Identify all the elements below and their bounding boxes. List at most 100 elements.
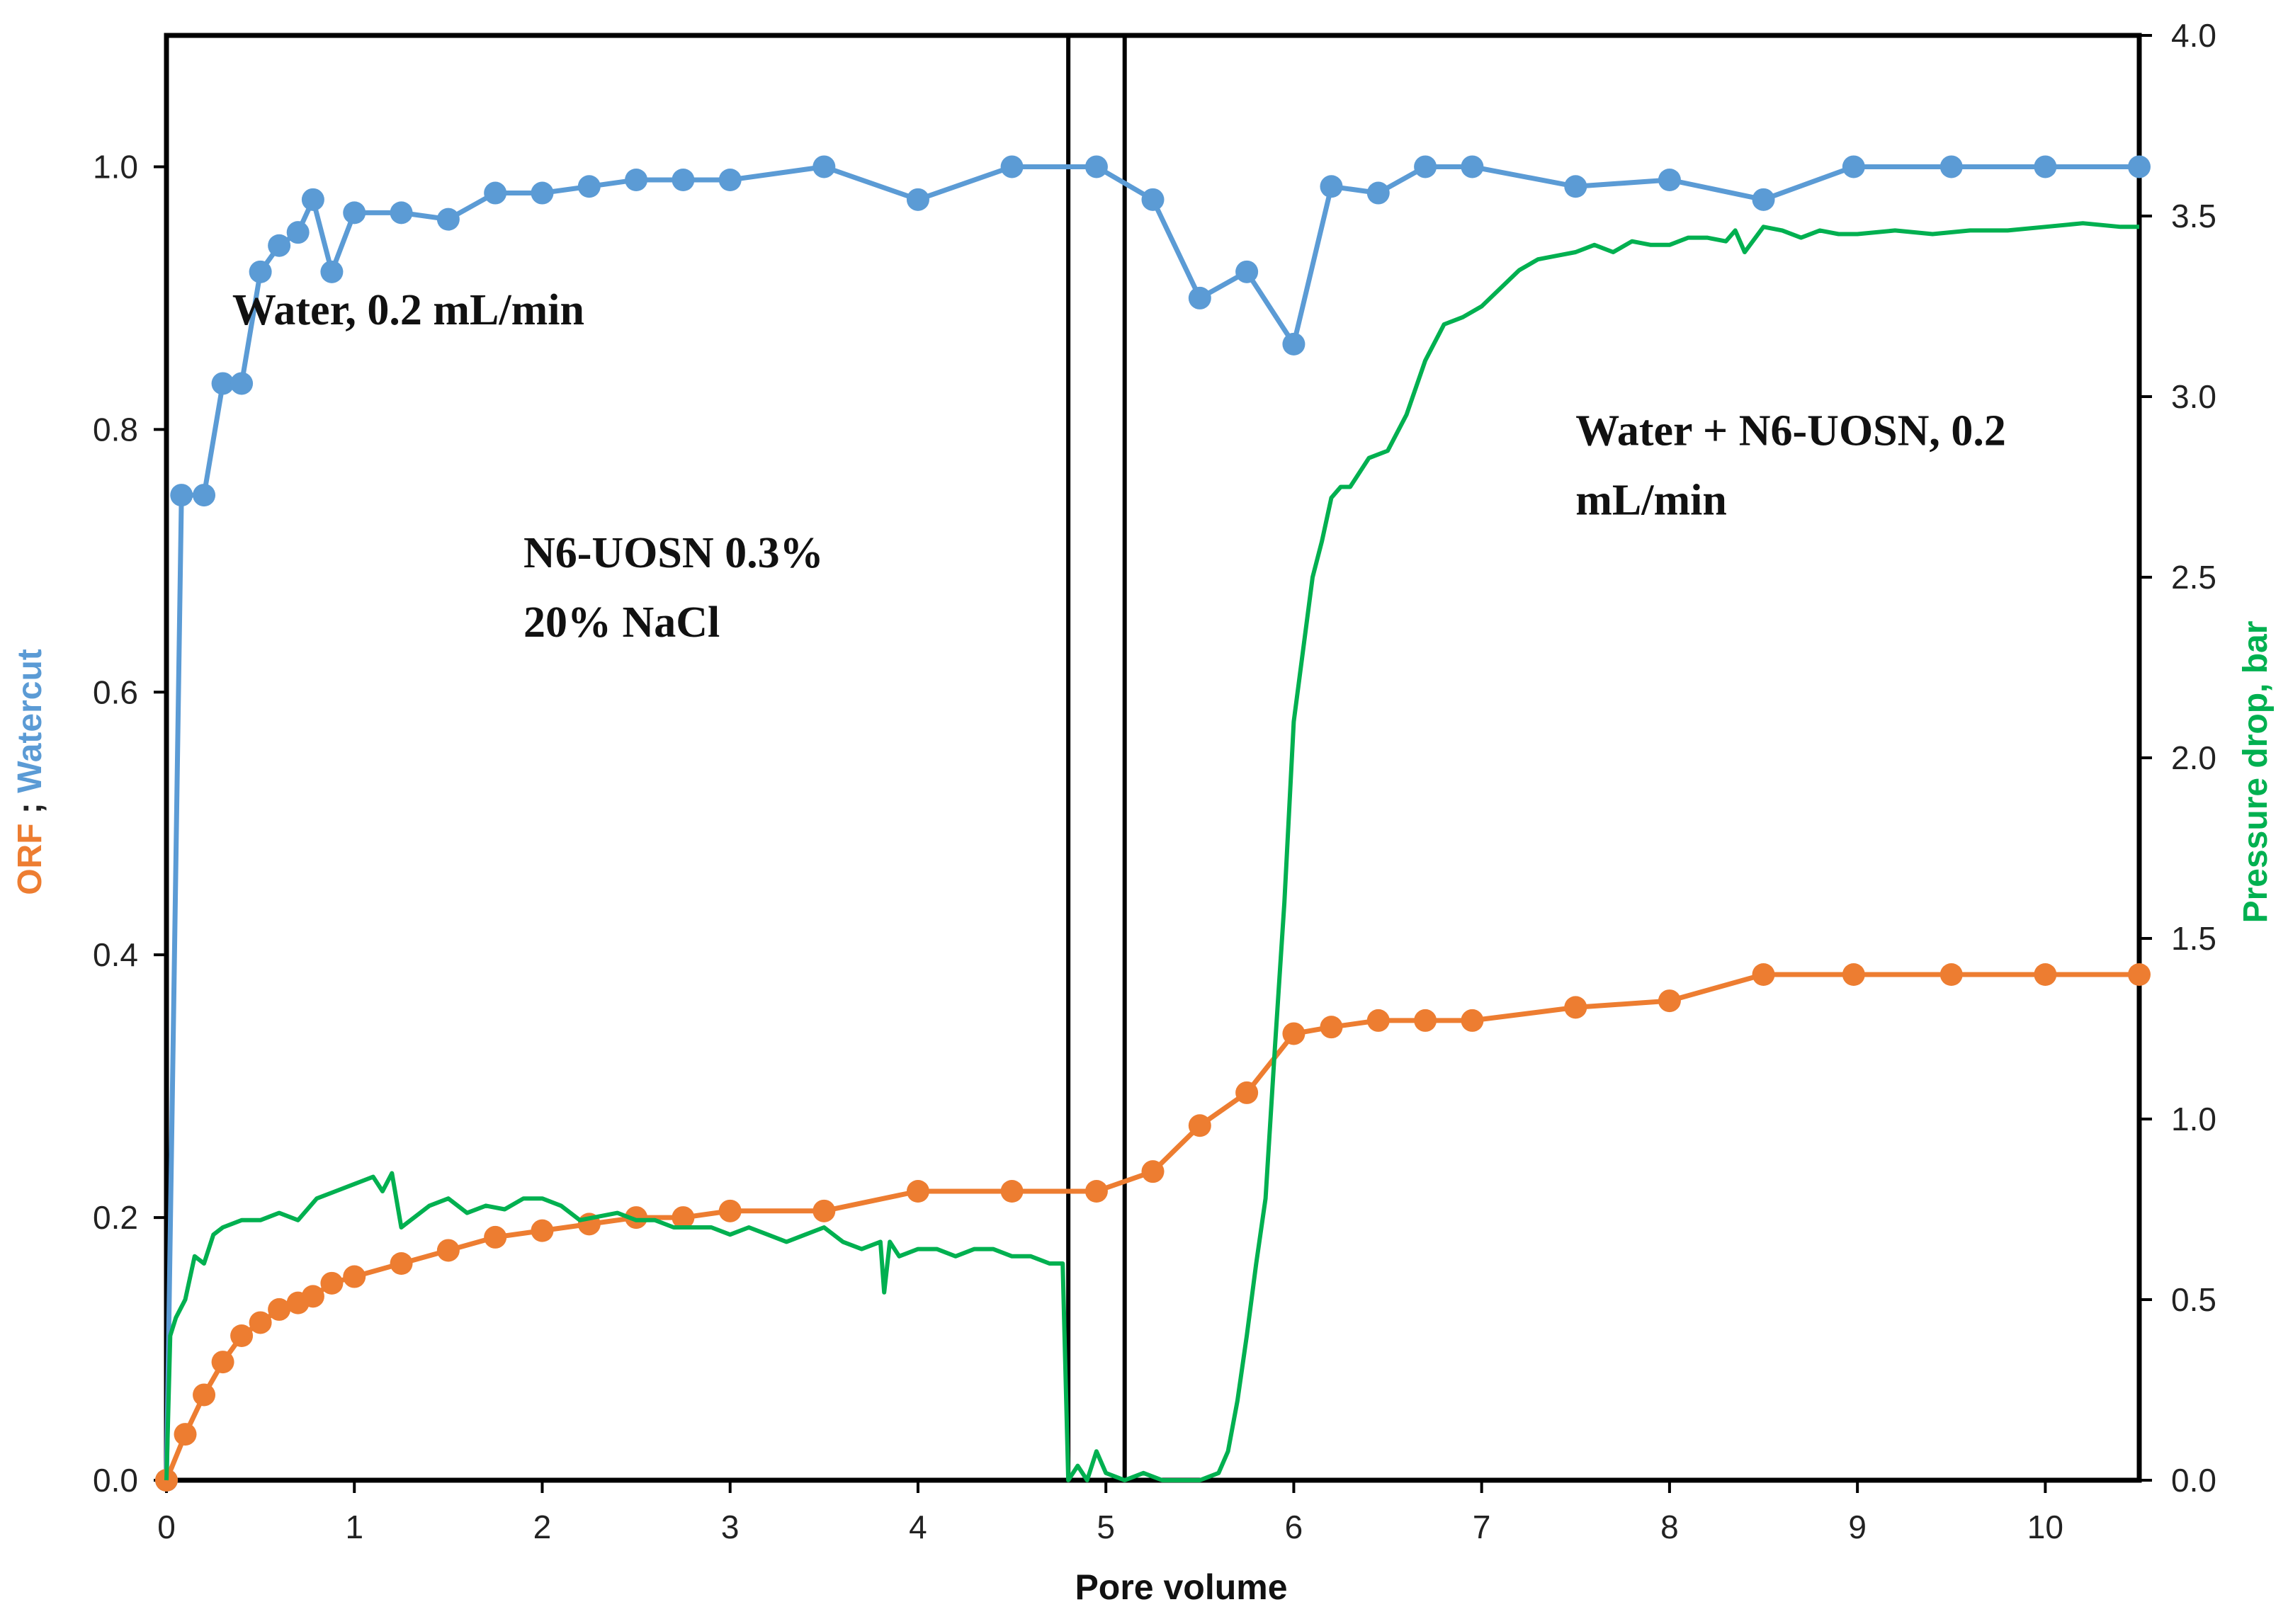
watercut-point — [343, 201, 366, 225]
watercut-point — [1366, 181, 1390, 205]
orf-point — [343, 1265, 366, 1288]
orf-point — [320, 1271, 344, 1295]
y-left-axis-label: ORF ; Watercut — [11, 649, 49, 895]
plot-area: 0 1 2 3 4 5 6 7 8 9 10 0.0 0.2 0.4 0.6 0.8 1.0 0.0 0.5 1.0 1… — [11, 17, 2275, 1607]
watercut-point — [1842, 155, 1865, 178]
orf-point — [301, 1285, 324, 1308]
orf-point — [2128, 963, 2151, 986]
x-tick-label: 2 — [533, 1509, 552, 1545]
orf-point — [906, 1180, 929, 1203]
orf-point — [1282, 1022, 1306, 1045]
watercut-point — [484, 181, 507, 205]
watercut-point — [577, 175, 601, 198]
orf-point — [812, 1199, 836, 1222]
y-right-tick-label: 4.0 — [2171, 17, 2216, 54]
watercut-point — [812, 155, 836, 178]
watercut-point — [193, 484, 216, 507]
watercut-point — [230, 372, 254, 395]
watercut-point — [268, 234, 291, 257]
x-tick-label: 4 — [909, 1509, 927, 1545]
annotation-1-line-1: 20% NaCl — [523, 598, 720, 647]
y-right-tick-label: 3.5 — [2171, 198, 2216, 234]
y-left-tick-label: 0.2 — [93, 1199, 138, 1236]
watercut-point — [390, 201, 413, 225]
orf-point — [1414, 1009, 1437, 1032]
orf-point — [1000, 1180, 1024, 1203]
watercut-point — [718, 169, 742, 191]
y-right-tick-label: 0.5 — [2171, 1281, 2216, 1318]
orf-point — [1084, 1180, 1108, 1203]
watercut-point — [1084, 155, 1108, 178]
orf-point — [436, 1239, 460, 1262]
y-right-tick-label: 3.0 — [2171, 378, 2216, 415]
x-tick-label: 0 — [157, 1509, 176, 1545]
watercut-point — [1000, 155, 1024, 178]
orf-point — [718, 1199, 742, 1222]
orf-point — [390, 1252, 413, 1275]
orf-point — [230, 1324, 254, 1347]
annotation-2-line-0: Water + N6-UOSN, 0.2 — [1575, 407, 2006, 455]
annotation-0-line-0: Water, 0.2 mL/min — [232, 286, 584, 334]
watercut-point — [1564, 175, 1587, 198]
orf-point — [1752, 963, 1775, 986]
orf-point — [1939, 963, 1963, 986]
watercut-point — [906, 188, 929, 211]
watercut-point — [436, 208, 460, 231]
y-left-axis-label-part-0: ORF — [11, 823, 49, 895]
orf-point — [1366, 1009, 1390, 1032]
watercut-point — [1141, 188, 1165, 211]
orf-point — [268, 1298, 291, 1321]
x-tick-label: 6 — [1285, 1509, 1303, 1545]
y-right-tick-label: 0.0 — [2171, 1462, 2216, 1499]
x-tick-label: 5 — [1097, 1509, 1115, 1545]
watercut-point — [170, 484, 193, 507]
x-tick-label: 9 — [1848, 1509, 1867, 1545]
watercut-point — [1414, 155, 1437, 178]
watercut-point — [211, 372, 234, 395]
watercut-point — [2034, 155, 2057, 178]
watercut-point — [1752, 188, 1775, 211]
orf-point — [1461, 1009, 1484, 1032]
watercut-point — [249, 260, 272, 283]
orf-point — [625, 1206, 648, 1230]
y-left-tick-label: 1.0 — [93, 148, 138, 185]
x-tick-label: 3 — [721, 1509, 740, 1545]
x-axis-label: Pore volume — [1075, 1567, 1287, 1607]
y-left-tick-label: 0.6 — [93, 674, 138, 710]
y-left-axis-label-part-1: ; — [11, 793, 49, 824]
x-tick-label: 1 — [345, 1509, 363, 1545]
annotation-2-line-1: mL/min — [1575, 477, 1727, 525]
watercut-point — [1235, 260, 1259, 283]
watercut-point — [531, 181, 554, 205]
orf-point — [531, 1219, 554, 1242]
y-right-tick-label: 1.5 — [2171, 920, 2216, 957]
annotation-1-line-0: N6-UOSN 0.3% — [523, 529, 824, 577]
watercut-point — [1658, 169, 1681, 191]
y-right-tick-label: 2.0 — [2171, 739, 2216, 776]
orf-point — [174, 1423, 197, 1446]
pressure-drop-line — [164, 221, 2139, 1482]
y-right-tick-label: 1.0 — [2171, 1101, 2216, 1137]
orf-point — [2034, 963, 2057, 986]
orf-point — [211, 1351, 234, 1374]
watercut-point — [320, 260, 344, 283]
y-right-axis-label: Pressure drop, bar — [2237, 621, 2275, 924]
watercut-point — [301, 188, 324, 211]
orf-point — [1658, 989, 1681, 1013]
orf-point — [1141, 1160, 1165, 1183]
orf-point — [1320, 1016, 1343, 1039]
orf-point — [1235, 1081, 1259, 1104]
watercut-point — [2128, 155, 2151, 178]
orf-point — [484, 1225, 507, 1249]
orf-point — [1564, 996, 1587, 1019]
x-tick-label: 7 — [1473, 1509, 1491, 1545]
x-tick-label: 8 — [1660, 1509, 1679, 1545]
watercut-point — [1282, 332, 1306, 356]
x-tick-label: 10 — [2027, 1509, 2063, 1545]
orf-point — [249, 1311, 272, 1334]
watercut-point — [286, 221, 310, 244]
orf-point — [193, 1383, 216, 1407]
y-right-tick-label: 2.5 — [2171, 559, 2216, 596]
